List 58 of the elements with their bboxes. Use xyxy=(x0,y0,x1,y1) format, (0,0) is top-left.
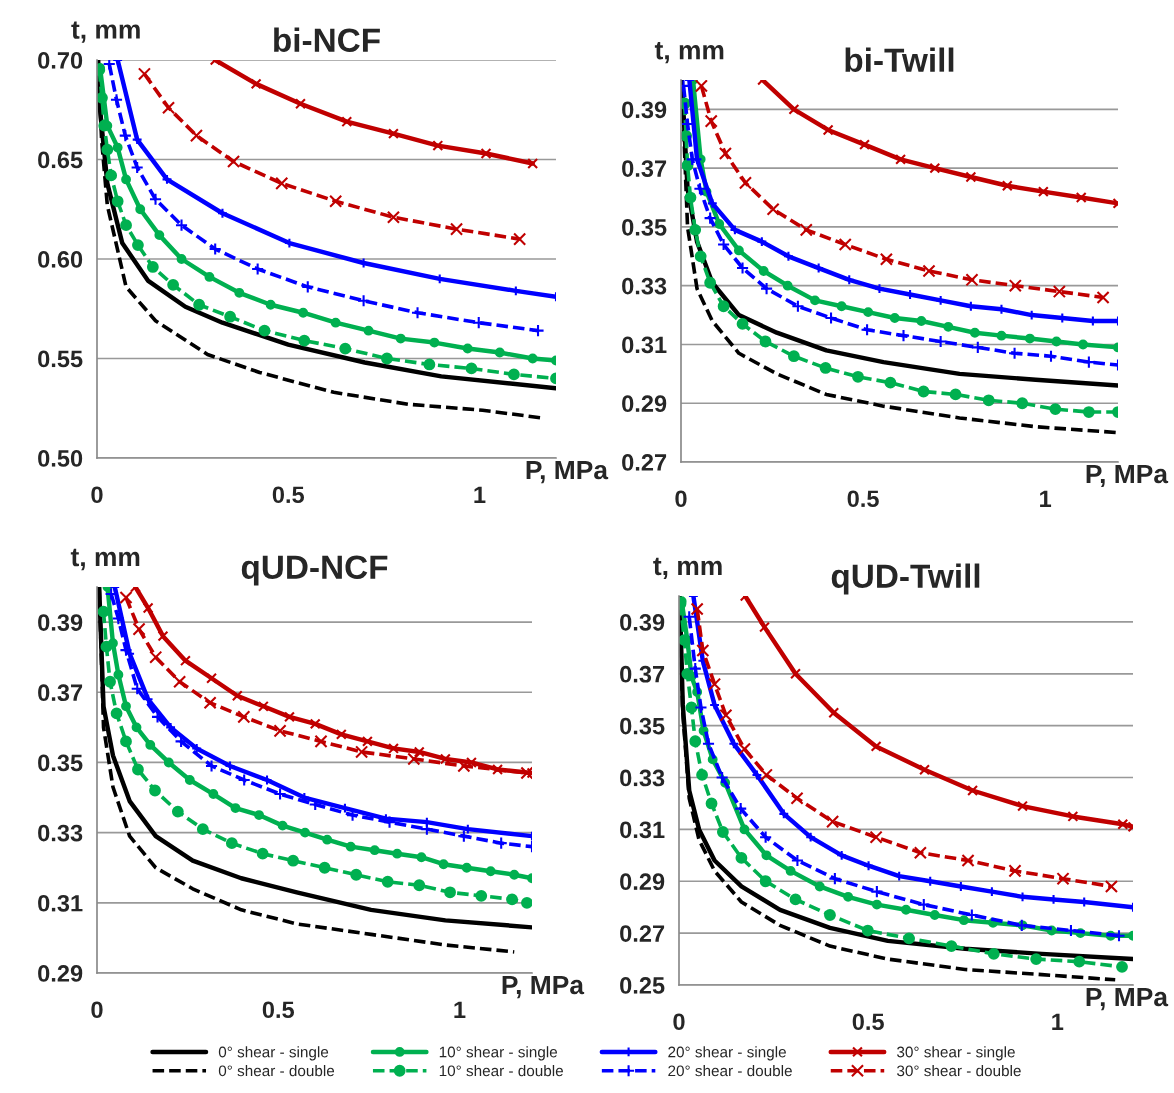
y-tick-label: 0.31 xyxy=(38,894,83,912)
legend-label: 20° shear - double xyxy=(668,1065,792,1077)
y-tick-label: 0.65 xyxy=(38,151,83,169)
y-tick-label: 0.27 xyxy=(622,454,667,471)
y-tick-label: 0.25 xyxy=(620,977,665,994)
legend-label: 10° shear - double xyxy=(439,1065,563,1077)
y-tick-label: 0.33 xyxy=(38,824,83,842)
x-tick-label: 1 xyxy=(1040,490,1052,507)
x-tick-label: 0.5 xyxy=(852,1013,884,1031)
y-tick-label: 0.33 xyxy=(622,277,667,295)
chart-title: qUD-NCF xyxy=(241,555,388,586)
y-tick-label: 0.29 xyxy=(622,395,667,413)
y-axis-title: t, mm xyxy=(70,548,140,571)
x-axis-title: P, MPa xyxy=(526,460,609,484)
x-tick-label: 0.5 xyxy=(847,490,879,508)
chart-title: bi-NCF xyxy=(274,27,380,52)
y-tick-label: 0.39 xyxy=(38,614,83,631)
x-axis-title: P, MPa xyxy=(1086,987,1169,1011)
y-tick-label: 0.39 xyxy=(620,614,665,631)
x-tick-label: 0.5 xyxy=(272,486,304,504)
y-tick-label: 0.27 xyxy=(620,925,665,942)
x-tick-label: 1 xyxy=(474,486,486,503)
legend-label: 0° shear - double xyxy=(218,1065,335,1077)
y-axis-title: t, mm xyxy=(654,42,724,64)
y-tick-label: 0.31 xyxy=(622,336,667,354)
x-tick-label: 0.5 xyxy=(262,1001,294,1019)
y-tick-label: 0.29 xyxy=(620,873,665,891)
y-tick-label: 0.37 xyxy=(622,160,667,177)
y-tick-label: 0.35 xyxy=(620,717,665,735)
legend-label: 20° shear - single xyxy=(668,1046,786,1061)
x-axis-title: P, MPa xyxy=(1086,464,1169,488)
y-tick-label: 0.50 xyxy=(38,450,83,467)
x-tick-label: 1 xyxy=(1052,1013,1064,1030)
y-tick-label: 0.29 xyxy=(38,965,83,982)
y-tick-label: 0.70 xyxy=(38,52,83,69)
y-tick-label: 0.31 xyxy=(620,821,665,839)
x-axis-title: P, MPa xyxy=(502,975,585,999)
y-tick-label: 0.37 xyxy=(620,665,665,683)
y-tick-label: 0.33 xyxy=(620,769,665,787)
y-tick-label: 0.35 xyxy=(38,754,83,772)
x-tick-label: 0 xyxy=(91,1001,103,1019)
y-tick-label: 0.39 xyxy=(622,101,667,119)
y-axis-title: t, mm xyxy=(653,557,722,580)
legend-label: 0° shear - single xyxy=(218,1046,329,1061)
legend-label: 30° shear - single xyxy=(897,1046,1015,1061)
x-tick-label: 0 xyxy=(675,490,687,508)
y-axis-title: t, mm xyxy=(71,21,140,43)
y-tick-label: 0.60 xyxy=(38,251,83,268)
x-tick-label: 0 xyxy=(673,1013,685,1031)
y-tick-label: 0.37 xyxy=(38,684,83,702)
chart-title: qUD-Twill xyxy=(831,563,980,595)
x-tick-label: 1 xyxy=(454,1001,466,1018)
chart-title: bi-Twill xyxy=(845,47,954,72)
x-tick-label: 0 xyxy=(91,486,103,504)
y-tick-label: 0.35 xyxy=(622,218,667,236)
y-tick-label: 0.55 xyxy=(38,350,83,368)
legend-label: 30° shear - double xyxy=(897,1065,1021,1077)
legend-label: 10° shear - single xyxy=(439,1046,558,1061)
